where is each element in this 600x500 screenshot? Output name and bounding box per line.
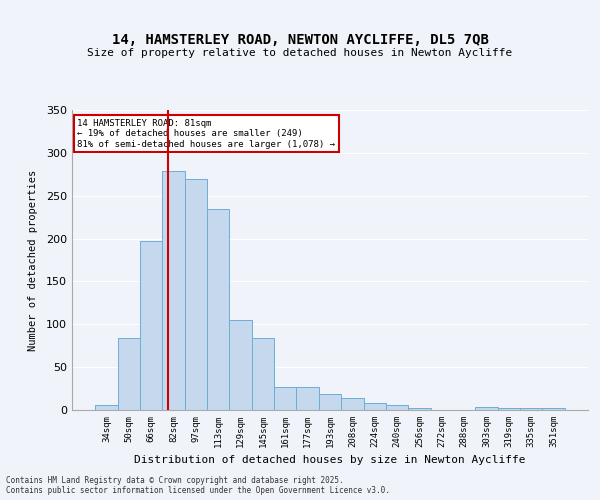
Y-axis label: Number of detached properties: Number of detached properties xyxy=(28,170,38,350)
Text: Size of property relative to detached houses in Newton Aycliffe: Size of property relative to detached ho… xyxy=(88,48,512,58)
Bar xyxy=(497,408,520,410)
Text: 14 HAMSTERLEY ROAD: 81sqm
← 19% of detached houses are smaller (249)
81% of semi: 14 HAMSTERLEY ROAD: 81sqm ← 19% of detac… xyxy=(77,119,335,149)
Text: 14, HAMSTERLEY ROAD, NEWTON AYCLIFFE, DL5 7QB: 14, HAMSTERLEY ROAD, NEWTON AYCLIFFE, DL… xyxy=(112,32,488,46)
Bar xyxy=(229,320,252,410)
Bar xyxy=(319,394,341,410)
Bar xyxy=(520,408,542,410)
Bar xyxy=(140,241,163,410)
Bar xyxy=(341,398,364,410)
Bar xyxy=(364,403,386,410)
Bar xyxy=(274,387,296,410)
Bar xyxy=(185,178,207,410)
Bar xyxy=(252,338,274,410)
Bar xyxy=(542,408,565,410)
Bar xyxy=(475,408,497,410)
Text: Contains HM Land Registry data © Crown copyright and database right 2025.
Contai: Contains HM Land Registry data © Crown c… xyxy=(6,476,390,495)
Bar xyxy=(118,338,140,410)
Bar xyxy=(207,208,229,410)
Bar xyxy=(296,387,319,410)
Bar xyxy=(408,408,431,410)
X-axis label: Distribution of detached houses by size in Newton Aycliffe: Distribution of detached houses by size … xyxy=(134,456,526,466)
Bar xyxy=(163,171,185,410)
Bar xyxy=(386,405,408,410)
Bar xyxy=(95,405,118,410)
